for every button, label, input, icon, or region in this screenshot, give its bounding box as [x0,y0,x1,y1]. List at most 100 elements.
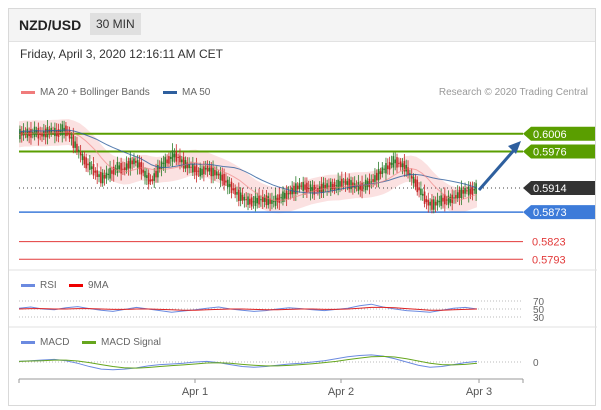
candle-body [98,174,100,177]
ma50-swatch [163,91,177,94]
resistance-label: 0.6006 [533,129,567,141]
candle-body [225,180,227,183]
candle-body [54,127,56,137]
candle-body [230,181,233,194]
candle-body [72,134,75,148]
forecast-arrow-head [508,141,521,154]
support-label: 0.5873 [533,207,567,219]
candle-body [179,155,181,163]
candle-body [142,169,144,173]
candle-body [59,130,62,133]
ma50-line [18,129,478,194]
candle-body [228,184,231,187]
candle-body [420,188,422,196]
candle-body [388,162,391,170]
candle-body [68,130,71,139]
candle-body [313,184,316,195]
candle-body [89,162,91,170]
candle-body [399,161,402,168]
rsi-tick-label: 30 [533,313,545,324]
candle-body [387,165,389,170]
candle-body [76,143,78,152]
candle-body [302,182,304,191]
candle-body [394,159,396,164]
candle-body [135,160,137,163]
candle-body [149,179,152,182]
rsi-tick-label: 70 [533,297,545,308]
candle-body [425,199,428,203]
candle-body [374,175,376,182]
candle-body [232,188,235,191]
candle-body [155,170,157,178]
candle-body [304,184,306,190]
candle-body [322,182,325,193]
candle-body [103,175,106,179]
timeframe-button[interactable]: 30 MIN [90,13,141,35]
candle-body [204,167,207,170]
candle-body [442,197,444,202]
candle-body [427,199,430,206]
rsi-ma-legend-label: 9MA [88,280,109,291]
candle-body [359,184,362,190]
candle-body [398,162,400,164]
candle-body [193,166,196,173]
candle-body [377,168,380,181]
candle-body [81,154,84,161]
candle-body [342,181,345,183]
candle-body [215,171,218,176]
candle-body [226,179,229,188]
candle-body [136,160,139,168]
candle-body [350,180,352,190]
candle-body [329,181,332,191]
candle-body [122,168,124,170]
candle-body [208,167,211,172]
candle-body [127,161,130,169]
candle-body [162,162,165,164]
candle-body [403,161,406,172]
candle-body [333,182,336,191]
candle-body [285,190,288,199]
candle-body [133,158,135,165]
candle-body [118,165,121,170]
candle-body [144,170,146,178]
candle-body [147,172,150,185]
candle-body [392,156,395,168]
candle-body [445,199,448,201]
resistance-label-tag [523,126,595,141]
candle-body [65,125,67,137]
candle-body [440,195,442,206]
candle-body [284,192,286,199]
candle-body [436,199,439,206]
chart-widget: NZD/USD 30 MIN Friday, April 3, 2020 12:… [8,8,597,406]
macd-legend-label: MACD [40,337,69,348]
candle-body [453,197,455,199]
candle-body [473,189,476,191]
main-legend: MA 20 + Bollinger Bands MA 50 Research ©… [21,87,588,98]
candle-body [311,187,314,192]
candle-body [175,151,178,162]
symbol-label: NZD/USD [19,17,82,33]
candle-body [357,182,360,191]
rsi-tick-label: 50 [533,305,545,316]
candle-body [96,170,98,177]
x-axis-ticks: Apr 1 Apr 2 Apr 3 [18,379,524,398]
candle-body [212,167,214,177]
candle-body [306,182,308,193]
candle-body [429,201,431,206]
candle-body [171,150,174,162]
candle-body [90,166,93,170]
chart-header: NZD/USD 30 MIN [9,9,595,42]
candle-body [407,167,409,176]
candle-body [131,160,133,165]
candle-body [363,185,365,187]
candle-body [256,198,259,204]
moving-averages [18,129,478,201]
candle-body [100,171,102,184]
chart-canvas: MA 20 + Bollinger Bands MA 50 Research ©… [9,87,597,398]
price-labels: 0.6006 0.5976 0.5914 0.5873 0.5823 0.5793 [523,126,595,266]
candle-body [368,178,371,188]
candle-body [466,190,468,192]
candle-body [418,187,420,191]
candle-body [467,186,470,196]
